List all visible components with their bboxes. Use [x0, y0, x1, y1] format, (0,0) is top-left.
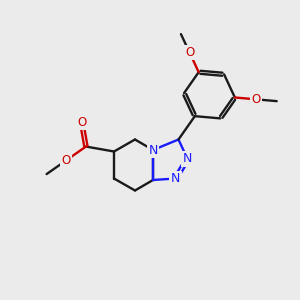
- Text: O: O: [252, 93, 261, 106]
- Text: N: N: [148, 143, 158, 157]
- Text: N: N: [171, 172, 180, 185]
- Text: O: O: [61, 154, 70, 167]
- Text: N: N: [183, 152, 192, 166]
- Text: O: O: [185, 46, 194, 59]
- Text: O: O: [77, 116, 86, 129]
